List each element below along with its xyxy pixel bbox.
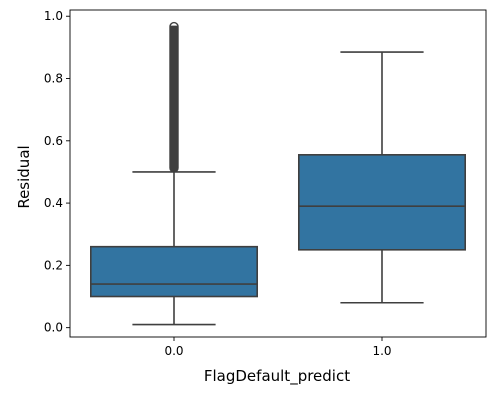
y-tick-label-0.4: 0.4	[44, 196, 63, 210]
plot-area	[69, 9, 487, 338]
y-tick-label-1.0: 1.0	[44, 9, 63, 23]
x-axis: 0.0 1.0	[164, 337, 392, 358]
box-1.0	[297, 154, 466, 251]
axes-frame	[69, 9, 487, 338]
y-axis-label: Residual	[15, 145, 33, 208]
y-tick-label-0.0: 0.0	[44, 321, 63, 335]
x-tick-label-1.0: 1.0	[372, 344, 391, 358]
y-tick-label-0.6: 0.6	[44, 134, 63, 148]
box-0.0	[90, 245, 258, 298]
box-group-1.0	[297, 51, 466, 304]
y-tick-label-0.8: 0.8	[44, 72, 63, 86]
y-axis: 0.0 0.2 0.4 0.6 0.8 1.0	[44, 9, 70, 335]
box-group-0.0	[90, 21, 258, 326]
y-tick-label-0.2: 0.2	[44, 258, 63, 272]
x-axis-label: FlagDefault_predict	[204, 367, 350, 386]
x-tick-label-0.0: 0.0	[164, 344, 183, 358]
